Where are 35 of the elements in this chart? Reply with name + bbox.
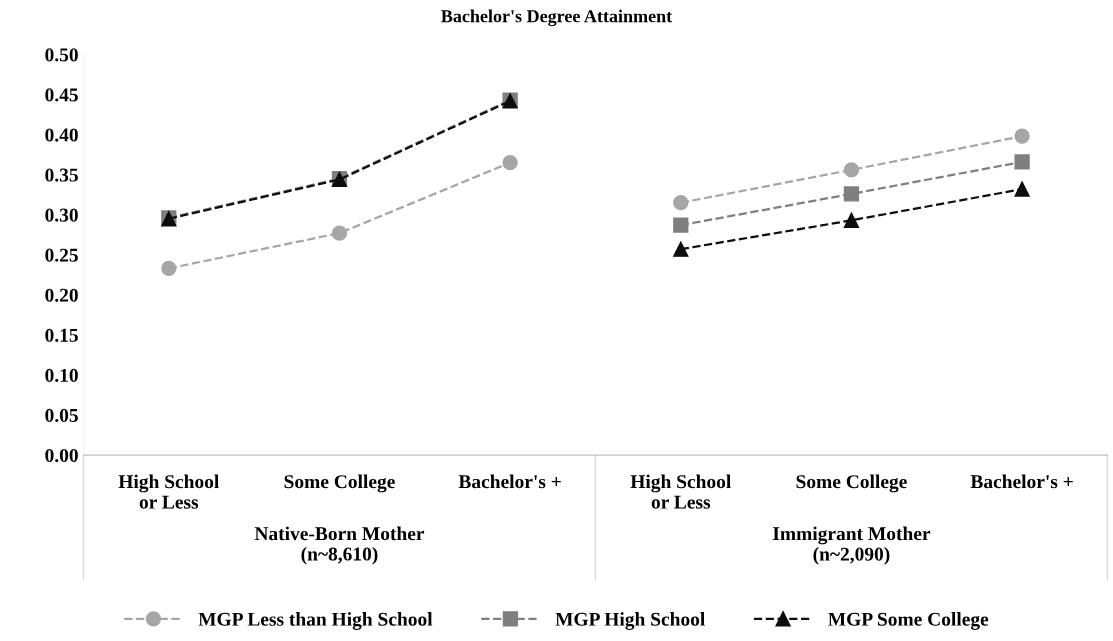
- y-tick-label: 0.30: [45, 208, 78, 222]
- point: [843, 186, 860, 202]
- point: [1014, 154, 1030, 170]
- point: [1014, 128, 1030, 144]
- point: [673, 241, 689, 257]
- y-tick-label: 0.10: [45, 368, 78, 383]
- y-tick-label: 0.05: [45, 408, 78, 423]
- point: [673, 195, 689, 211]
- point: [161, 260, 177, 277]
- y-tick-label: 0.25: [45, 248, 78, 262]
- legend-label: MGP Some College: [828, 612, 989, 630]
- point: [1014, 181, 1030, 197]
- y-tick-label: 0.15: [45, 328, 78, 342]
- legend-label: MGP Less than High School: [198, 612, 433, 630]
- y-tick-label: 0.45: [45, 88, 78, 102]
- y-tick-label: 0.40: [45, 128, 78, 142]
- x-tick-label: High School or Less: [118, 474, 219, 509]
- x-tick-label: Some College: [284, 474, 395, 493]
- chart-title: Bachelor's Degree Attainment: [441, 9, 673, 27]
- point: [843, 162, 860, 178]
- legend-label: MGP High School: [555, 612, 705, 630]
- x-axis-title: Native-Born Mother (n~8,610): [254, 526, 425, 565]
- point: [843, 212, 860, 228]
- x-tick-label: Bachelor's +: [458, 474, 561, 489]
- x-tick-label: High School or Less: [630, 474, 731, 509]
- y-tick-label: 0.50: [45, 48, 78, 62]
- x-axis-title: Immigrant Mother (n~2,090): [772, 526, 931, 565]
- y-tick-label: 0.35: [45, 168, 78, 182]
- point: [673, 217, 689, 233]
- x-tick-label: Bachelor's +: [970, 474, 1073, 489]
- x-tick-label: Some College: [796, 474, 907, 493]
- y-tick-label: 0.00: [45, 448, 78, 463]
- y-tick-label: 0.20: [45, 288, 78, 302]
- point: [331, 225, 348, 241]
- point: [502, 155, 518, 171]
